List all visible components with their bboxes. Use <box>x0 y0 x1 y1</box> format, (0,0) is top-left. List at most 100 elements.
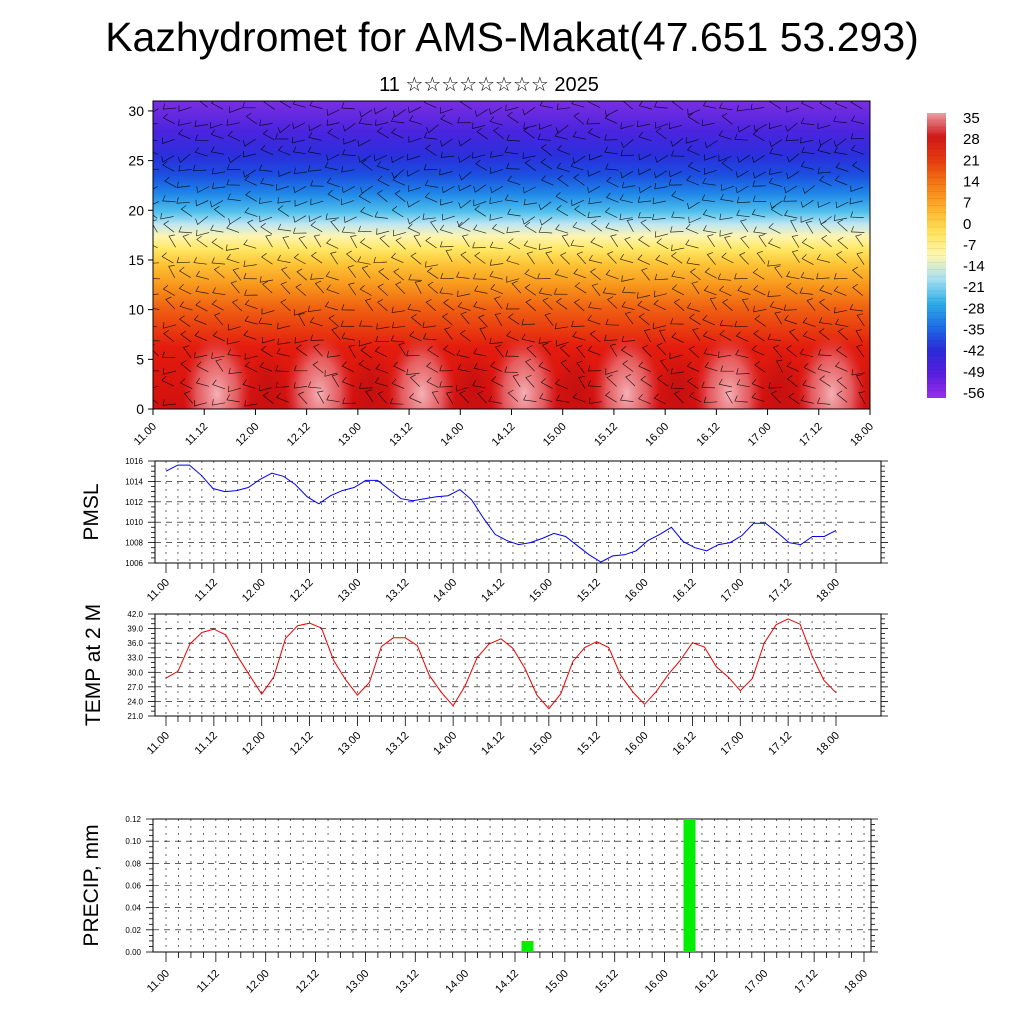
wind-barb <box>376 323 390 330</box>
wind-barb <box>374 107 387 115</box>
wind-barb <box>555 224 569 234</box>
wind-barb <box>441 185 455 194</box>
heatmap-xtick-label: 16.12 <box>695 421 723 449</box>
wind-barb <box>292 122 306 130</box>
wind-barb <box>259 119 273 126</box>
wind-barb <box>819 175 832 187</box>
temp-ytick-label: 33.0 <box>127 654 143 663</box>
wind-barb <box>855 374 864 388</box>
wind-barb <box>457 301 471 311</box>
wind-barb <box>687 112 700 124</box>
wind-barb <box>168 265 176 278</box>
wind-barb <box>226 253 240 264</box>
wind-barb <box>638 313 650 326</box>
wind-barb <box>606 176 619 188</box>
wind-barb <box>753 305 767 313</box>
wind-barb <box>818 138 832 146</box>
wind-barb <box>539 123 552 130</box>
wind-barb <box>588 301 602 310</box>
heatmap-xtick-label: 15.12 <box>592 421 620 449</box>
wind-barb <box>210 200 224 208</box>
wind-barb <box>472 122 486 129</box>
wind-barb <box>489 116 503 126</box>
wind-barb <box>226 338 240 345</box>
wind-barb <box>638 101 653 110</box>
wind-barb <box>391 206 404 218</box>
pmsl-ytick-label: 1014 <box>125 477 143 486</box>
wind-barb <box>735 170 749 178</box>
wind-barb <box>817 167 832 174</box>
wind-barb <box>770 390 781 404</box>
wind-barb <box>734 395 748 403</box>
wind-barb <box>309 317 323 327</box>
wind-barb <box>855 329 863 343</box>
wind-barb <box>308 215 322 223</box>
wind-barb <box>326 154 340 161</box>
wind-barb <box>359 238 372 250</box>
wind-barb <box>819 285 833 295</box>
wind-barb <box>856 344 865 358</box>
wind-barb <box>692 327 701 341</box>
pmsl-line <box>165 464 837 563</box>
wind-barb <box>721 184 735 191</box>
temp-xtick-label: 14.12 <box>479 730 507 758</box>
wind-barb <box>377 390 387 404</box>
wind-barb <box>557 144 570 155</box>
wind-barb <box>660 358 669 372</box>
wind-barb <box>476 127 489 140</box>
wind-barb <box>704 361 718 372</box>
wind-barb <box>589 330 601 343</box>
precip-ytick-label: 0.04 <box>125 904 141 913</box>
wind-barb <box>364 298 374 312</box>
wind-barb <box>656 342 667 356</box>
warm-cell-6 <box>695 334 764 409</box>
wind-barb <box>504 194 519 203</box>
cool-cell-2 <box>348 349 393 409</box>
wind-barb <box>538 226 553 234</box>
wind-barb <box>505 303 520 310</box>
heatmap-ytick-label: 20 <box>128 202 144 218</box>
wind-barb <box>258 164 273 172</box>
wind-barb <box>376 190 388 203</box>
wind-barb <box>833 115 847 123</box>
wind-barb <box>573 268 587 279</box>
wind-barb <box>473 199 487 207</box>
wind-barb <box>653 299 666 311</box>
wind-barb <box>341 186 355 194</box>
wind-barb <box>772 344 783 358</box>
wind-barb <box>850 144 864 155</box>
wind-barb <box>326 177 340 188</box>
colorbar-label: 7 <box>963 195 971 212</box>
cool-cell-6 <box>758 349 803 409</box>
wind-barb <box>737 154 750 163</box>
wind-barb <box>374 346 388 358</box>
precip-xtick-label: 17.12 <box>792 968 820 996</box>
precip-ytick-label: 0.08 <box>125 859 141 868</box>
wind-barb <box>298 236 308 249</box>
wind-barb <box>445 391 454 405</box>
wind-barb <box>572 392 586 403</box>
wind-barb <box>195 134 209 141</box>
wind-barb <box>767 333 781 342</box>
wind-barb <box>242 169 256 178</box>
wind-barb <box>673 298 685 311</box>
wind-barb <box>263 101 275 110</box>
wind-barb <box>309 101 323 109</box>
wind-barb <box>277 124 291 134</box>
wind-barb <box>687 108 701 116</box>
wind-barb <box>833 285 847 296</box>
wind-barb <box>489 337 503 344</box>
wind-barb <box>689 268 701 281</box>
wind-barb <box>538 287 553 296</box>
wind-barb <box>671 270 685 279</box>
wind-barb <box>653 290 667 298</box>
precip-xtick-label: 17.00 <box>742 968 770 996</box>
wind-barb <box>347 265 357 278</box>
wind-barb <box>178 119 192 126</box>
temp-xtick-label: 12.00 <box>240 730 268 758</box>
wind-barb <box>539 217 553 226</box>
wind-barb <box>576 345 586 358</box>
wind-barb <box>243 239 257 249</box>
wind-barb <box>691 281 700 295</box>
